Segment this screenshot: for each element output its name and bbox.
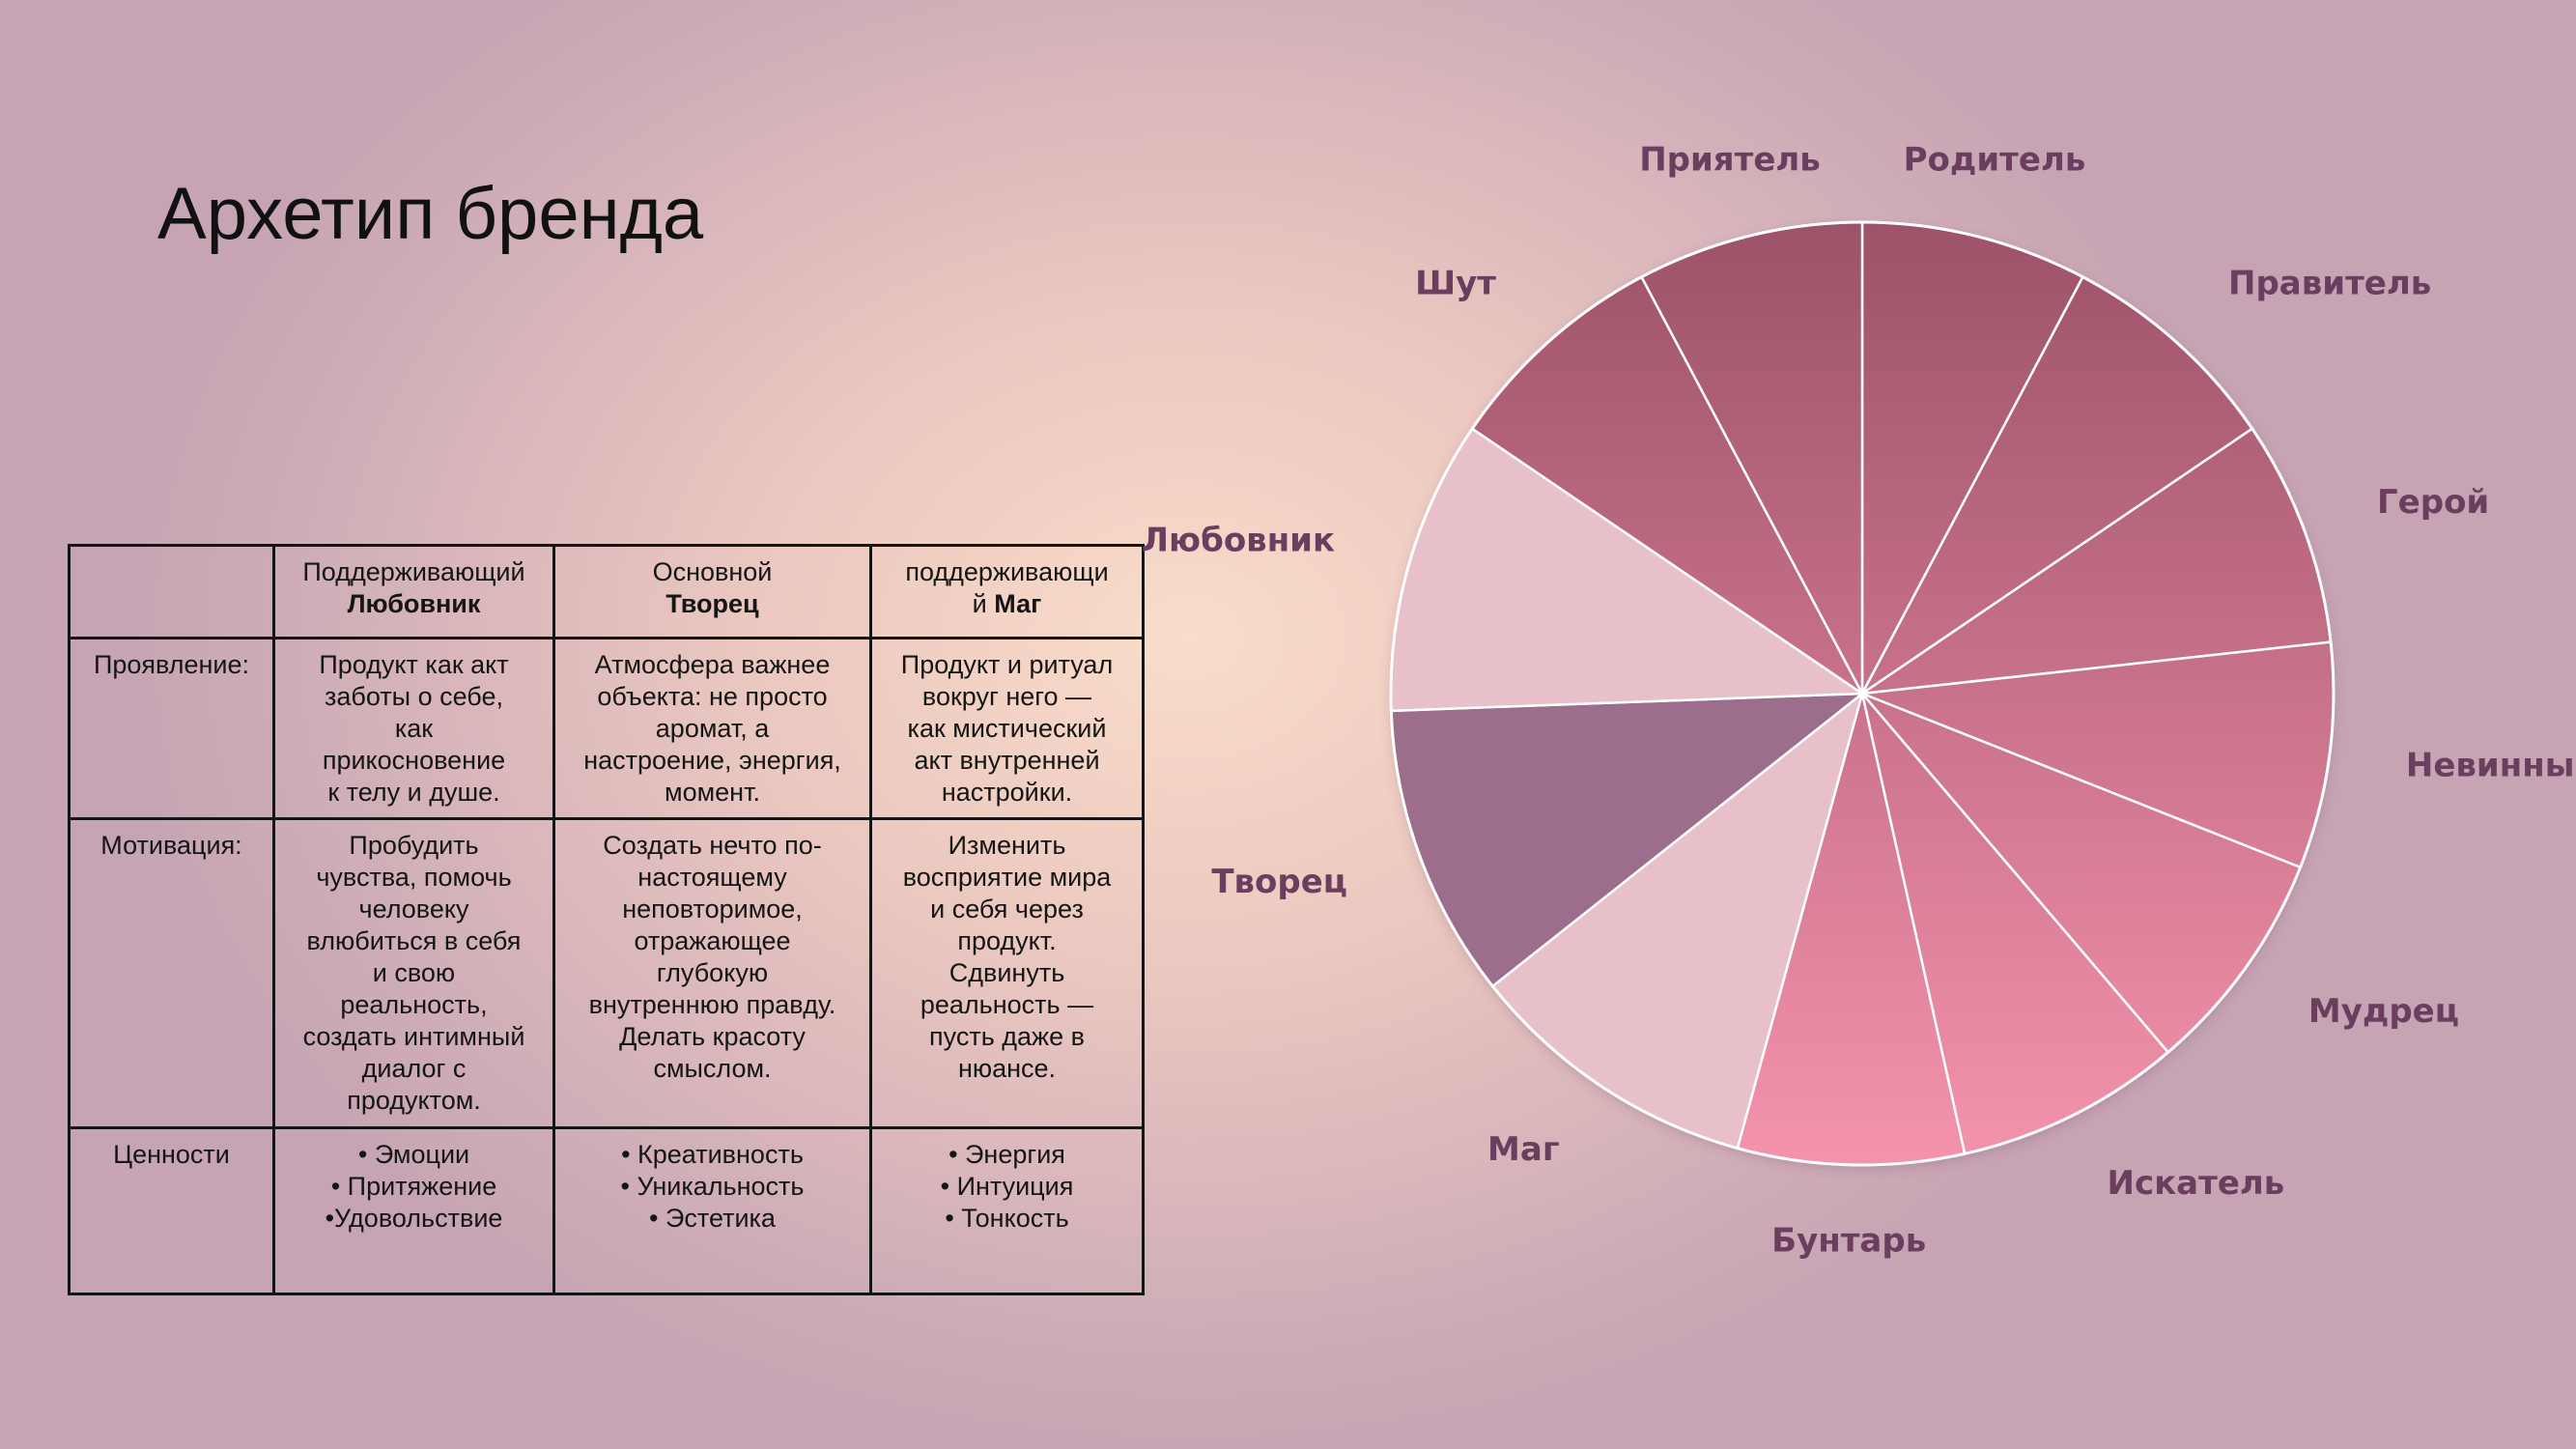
table-cell: Пробудить чувства, помочь человеку влюби… (272, 817, 555, 1129)
wheel-rim (1389, 220, 2335, 1167)
table-cell: • Креативность • Уникальность • Эстетика (552, 1126, 872, 1295)
pie-label-ruler: Правитель (2228, 265, 2431, 303)
header-cell-archetype: Любовник (347, 589, 481, 618)
pie-label-parent: Родитель (1904, 140, 2086, 179)
header-cell-role: Основной (652, 557, 773, 586)
header-cell-supporting-lover: Поддерживающий Любовник (272, 544, 555, 639)
table-cell: Продукт как акт заботы о себе, как прико… (272, 637, 555, 820)
table-cell: Атмосфера важнее объекта: не просто аром… (552, 637, 872, 820)
header-cell-main-creator: Основной Творец (552, 544, 872, 639)
table-row-motivation: Мотивация: Пробудить чувства, помочь чел… (68, 817, 1145, 1129)
pie-label-creator: Творец (1211, 863, 1347, 901)
table-cell: • Энергия • Интуиция • Тонкость (869, 1126, 1145, 1295)
header-cell-supporting-mage: поддерживающи й Маг (869, 544, 1145, 639)
table-corner-cell (68, 544, 275, 639)
table-header-row: Поддерживающий Любовник Основной Творец … (68, 544, 1145, 639)
header-cell-role-end: й (972, 589, 995, 618)
pie-label-seeker: Искатель (2108, 1164, 2285, 1203)
pie-label-mage: Маг (1487, 1130, 1560, 1169)
header-cell-archetype: Маг (994, 589, 1042, 618)
pie-label-jester: Шут (1415, 265, 1496, 303)
table-cell: Продукт и ритуал вокруг него — как мисти… (869, 637, 1145, 820)
pie-label-sage: Мудрец (2308, 992, 2459, 1031)
pie-label-buddy: Приятель (1639, 140, 1821, 179)
row-label: Ценности (68, 1126, 275, 1295)
pie-label-rebel: Бунтарь (1771, 1221, 1926, 1260)
table-cell: Изменить восприятие мира и себя через пр… (869, 817, 1145, 1129)
archetype-table: Поддерживающий Любовник Основной Творец … (68, 544, 1145, 1295)
pie-slices (1389, 220, 2335, 1167)
pie-label-innocent: Невинный (2406, 746, 2576, 784)
table-row-values: Ценности • Эмоции • Притяжение •Удовольс… (68, 1126, 1145, 1295)
header-cell-archetype-line: й Маг (880, 588, 1134, 620)
header-cell-role: Поддерживающий (302, 557, 525, 586)
header-cell-role: поддерживающи (905, 557, 1109, 586)
header-cell-archetype: Творец (665, 589, 759, 618)
pie-labels: Родитель Правитель Герой Невинный Мудрец Иска… (1142, 140, 2576, 1260)
table-row-manifestation: Проявление: Продукт как акт заботы о себ… (68, 637, 1145, 820)
row-label: Проявление: (68, 637, 275, 820)
pie-label-hero: Герой (2377, 483, 2489, 522)
pie-label-lover: Любовник (1142, 522, 1335, 560)
table-cell: • Эмоции • Притяжение •Удовольствие (272, 1126, 555, 1295)
page-title: Архетип бренда (157, 173, 704, 255)
row-label: Мотивация: (68, 817, 275, 1129)
table-cell: Создать нечто по- настоящему неповторимо… (552, 817, 872, 1129)
